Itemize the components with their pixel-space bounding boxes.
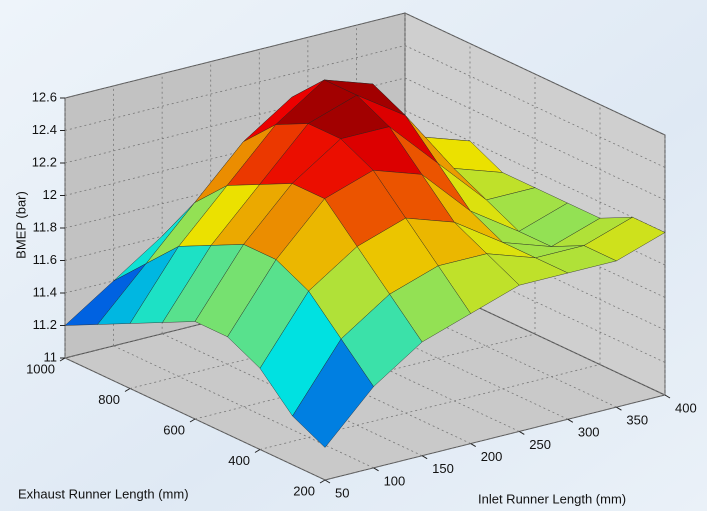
y-tick-label: 200 bbox=[293, 483, 315, 498]
y-tick-label: 600 bbox=[163, 422, 185, 437]
grid-line bbox=[64, 77, 406, 164]
surface-patch bbox=[292, 338, 374, 448]
z-tick-label: 11.4 bbox=[33, 284, 57, 299]
x-tick bbox=[421, 455, 428, 460]
x-tick-label: 200 bbox=[481, 449, 503, 464]
y-tick-label: 1000 bbox=[26, 361, 55, 376]
x-tick bbox=[519, 430, 525, 435]
z-tick-label: 12.2 bbox=[32, 154, 57, 169]
x-tick-label: 400 bbox=[675, 400, 697, 415]
y-tick bbox=[254, 449, 261, 453]
x-tick-label: 250 bbox=[529, 437, 551, 452]
x-tick bbox=[324, 479, 331, 484]
z-tick-label: 11.2 bbox=[33, 317, 57, 332]
x-tick-label: 150 bbox=[432, 461, 454, 476]
grid-line bbox=[259, 364, 601, 450]
x-tick-label: 350 bbox=[626, 413, 648, 428]
z-tick-label: 12.4 bbox=[32, 122, 57, 137]
z-tick-label: 12.6 bbox=[32, 89, 57, 104]
z-tick-label: 11.8 bbox=[33, 219, 57, 234]
x-tick bbox=[567, 418, 574, 423]
y-tick bbox=[59, 357, 66, 362]
x-tick-label: 300 bbox=[578, 425, 600, 440]
x-tick bbox=[470, 443, 476, 448]
y-tick-label: 400 bbox=[228, 453, 250, 468]
z-axis-label: BMEP (bar) bbox=[13, 191, 28, 259]
y-axis-label: Exhaust Runner Length (mm) bbox=[18, 486, 189, 501]
x-tick-label: 100 bbox=[384, 473, 406, 488]
z-tick-label: 12 bbox=[43, 187, 57, 202]
x-tick bbox=[373, 467, 379, 472]
x-tick bbox=[664, 394, 671, 399]
x-axis-label: Inlet Runner Length (mm) bbox=[478, 491, 626, 506]
grid-line bbox=[64, 45, 406, 131]
surface bbox=[64, 79, 666, 448]
y-tick bbox=[319, 479, 326, 484]
x-tick-label: 50 bbox=[335, 485, 349, 500]
y-tick bbox=[189, 418, 196, 423]
z-tick-label: 11.6 bbox=[33, 252, 57, 267]
y-tick-label: 800 bbox=[98, 392, 120, 407]
z-tick-label: 11 bbox=[44, 349, 58, 364]
grid-line bbox=[64, 12, 406, 99]
x-tick bbox=[616, 406, 622, 411]
y-tick bbox=[124, 388, 131, 392]
grid-line bbox=[324, 394, 666, 481]
